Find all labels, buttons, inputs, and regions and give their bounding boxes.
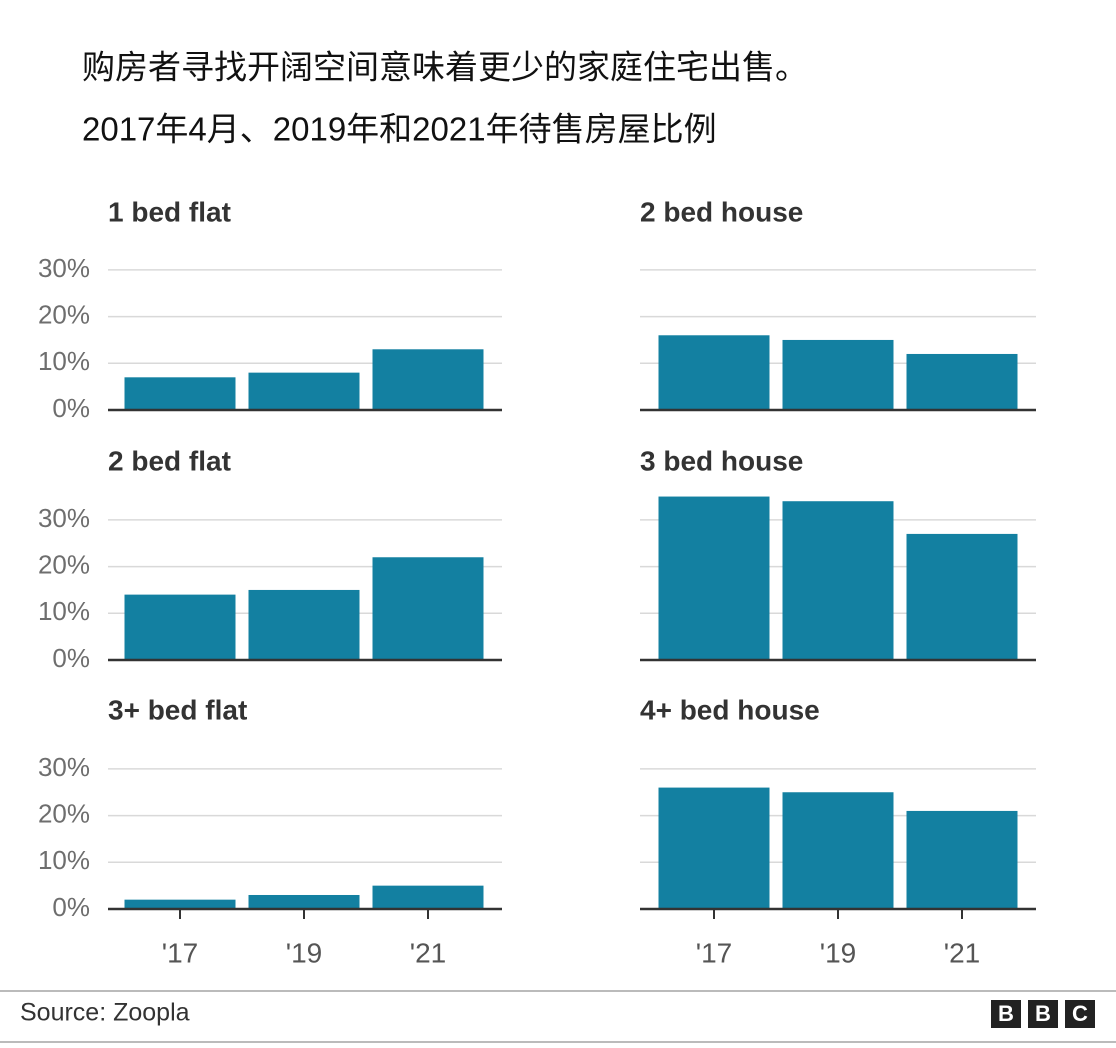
logo: B B C	[991, 1000, 1095, 1028]
y-tick-label: 20%	[38, 798, 90, 828]
y-tick-label: 10%	[38, 596, 90, 626]
y-tick-label: 0%	[52, 643, 90, 673]
panel-title: 2 bed flat	[108, 445, 231, 476]
bar	[124, 899, 236, 909]
bar	[782, 792, 894, 909]
x-tick-label: '21	[410, 937, 447, 968]
panel-title: 3+ bed flat	[108, 694, 247, 725]
bar	[372, 557, 484, 660]
bar	[658, 496, 770, 660]
bar	[906, 533, 1018, 660]
bar	[248, 589, 360, 660]
bar	[782, 501, 894, 660]
bar	[248, 894, 360, 909]
bar	[658, 787, 770, 909]
bar	[124, 377, 236, 410]
logo-box	[1065, 1000, 1095, 1028]
chart-subtitle: 2017年4月、2019年和2021年待售房屋比例	[82, 111, 717, 148]
panel-title: 3 bed house	[640, 445, 803, 476]
panel-title: 2 bed house	[640, 196, 803, 227]
y-tick-label: 30%	[38, 752, 90, 782]
bar	[906, 810, 1018, 909]
y-tick-label: 20%	[38, 549, 90, 579]
bar	[906, 353, 1018, 410]
y-tick-label: 0%	[52, 892, 90, 922]
y-tick-label: 10%	[38, 346, 90, 376]
x-tick-label: '19	[286, 937, 323, 968]
logo-box	[991, 1000, 1021, 1028]
x-tick-label: '21	[944, 937, 981, 968]
y-tick-label: 30%	[38, 253, 90, 283]
bar	[372, 349, 484, 410]
bar	[248, 372, 360, 410]
source: Source: Zoopla	[20, 999, 190, 1027]
logo-letter: C	[1072, 1001, 1088, 1026]
panel-title: 1 bed flat	[108, 196, 231, 227]
logo-letter: B	[1035, 1001, 1051, 1026]
y-tick-label: 0%	[52, 393, 90, 423]
y-tick-label: 20%	[38, 299, 90, 329]
bar	[124, 594, 236, 660]
x-tick-label: '17	[696, 937, 733, 968]
x-tick-label: '17	[162, 937, 199, 968]
logo-box	[1028, 1000, 1058, 1028]
x-tick-label: '19	[820, 937, 857, 968]
bar	[372, 885, 484, 909]
y-tick-label: 30%	[38, 503, 90, 533]
bar	[782, 339, 894, 410]
panel-title: 4+ bed house	[640, 694, 820, 725]
chart-title: 购房者寻找开阔空间意味着更少的家庭住宅出售。	[82, 49, 808, 86]
bar	[658, 335, 770, 410]
logo-letter: B	[998, 1001, 1014, 1026]
y-tick-label: 10%	[38, 845, 90, 875]
